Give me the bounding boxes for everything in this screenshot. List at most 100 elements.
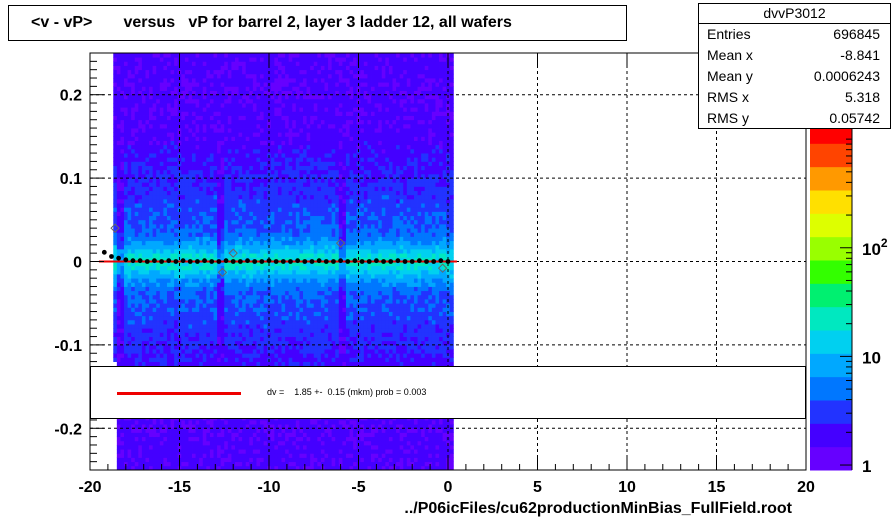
heatmap-cell xyxy=(159,461,164,467)
heatmap-cell xyxy=(285,86,290,91)
heatmap-cell xyxy=(220,248,225,254)
heatmap-cell xyxy=(224,349,229,354)
heatmap-cell xyxy=(152,248,157,254)
heatmap-cell xyxy=(199,115,204,121)
heatmap-cell xyxy=(213,211,218,217)
heatmap-cell xyxy=(152,148,157,154)
heatmap-cell xyxy=(174,223,179,229)
heatmap-cell xyxy=(149,453,154,458)
heatmap-cell xyxy=(202,436,207,442)
heatmap-cell xyxy=(166,107,171,112)
heatmap-cell xyxy=(156,223,161,229)
heatmap-cell xyxy=(181,265,186,271)
heatmap-cell xyxy=(206,240,211,246)
heatmap-cell xyxy=(256,190,261,196)
heatmap-cell xyxy=(245,465,250,471)
heatmap-cell xyxy=(217,178,222,183)
heatmap-cell xyxy=(177,169,182,175)
heatmap-cell xyxy=(188,461,193,467)
heatmap-cell xyxy=(149,219,154,225)
heatmap-cell xyxy=(245,290,250,296)
heatmap-cell xyxy=(116,207,121,212)
heatmap-cell xyxy=(138,103,143,108)
heatmap-cell xyxy=(152,436,157,442)
heatmap-cell xyxy=(242,344,247,350)
heatmap-cell xyxy=(252,344,257,350)
heatmap-cell xyxy=(274,86,279,91)
heatmap-cell xyxy=(116,169,121,175)
heatmap-cell xyxy=(174,153,179,158)
heatmap-cell xyxy=(238,178,243,183)
heatmap-cell xyxy=(234,73,239,79)
heatmap-cell xyxy=(188,111,193,116)
heatmap-cell xyxy=(124,161,128,166)
heatmap-cell xyxy=(263,328,268,333)
heatmap-cell xyxy=(170,257,175,262)
heatmap-cell xyxy=(288,236,293,242)
heatmap-cell xyxy=(156,228,161,233)
heatmap-cell xyxy=(177,349,182,354)
heatmap-cell xyxy=(231,119,236,125)
heatmap-cell xyxy=(184,286,189,292)
heatmap-cell xyxy=(195,65,200,71)
heatmap-cell xyxy=(141,353,146,358)
heatmap-cell xyxy=(156,428,161,433)
heatmap-cell xyxy=(217,428,222,433)
heatmap-cell xyxy=(120,136,125,141)
heatmap-cell xyxy=(199,461,204,467)
heatmap-cell xyxy=(260,219,265,225)
heatmap-cell xyxy=(274,228,279,233)
heatmap-cell xyxy=(141,278,146,283)
heatmap-cell xyxy=(166,219,171,225)
heatmap-cell xyxy=(192,165,197,171)
heatmap-cell xyxy=(249,219,254,225)
heatmap-cell xyxy=(277,332,282,337)
heatmap-cell xyxy=(231,294,236,300)
heatmap-cell xyxy=(267,265,272,271)
heatmap-cell xyxy=(195,440,200,446)
heatmap-cell xyxy=(202,65,207,71)
heatmap-cell xyxy=(116,107,121,112)
heatmap-cell xyxy=(234,428,239,433)
heatmap-cell xyxy=(184,194,189,200)
heatmap-cell xyxy=(263,119,268,125)
heatmap-cell xyxy=(188,148,193,154)
heatmap-cell xyxy=(277,78,282,83)
heatmap-cell xyxy=(238,311,243,317)
heatmap-cell xyxy=(224,307,229,312)
heatmap-cell xyxy=(127,73,132,79)
heatmap-cell xyxy=(127,123,132,129)
heatmap-cell xyxy=(224,136,229,141)
heatmap-cell xyxy=(120,324,125,329)
heatmap-cell xyxy=(166,111,171,116)
heatmap-cell xyxy=(277,424,282,429)
heatmap-cell xyxy=(256,261,261,267)
heatmap-cell xyxy=(270,173,275,179)
heatmap-cell xyxy=(159,78,164,83)
heatmap-cell xyxy=(195,294,200,300)
heatmap-cell xyxy=(206,178,211,183)
heatmap-cell xyxy=(231,428,236,433)
heatmap-cell xyxy=(181,261,186,267)
heatmap-cell xyxy=(195,123,200,129)
heatmap-cell xyxy=(281,165,286,171)
heatmap-cell xyxy=(181,169,186,175)
heatmap-cell xyxy=(120,269,125,275)
heatmap-cell xyxy=(152,299,157,304)
heatmap-cell xyxy=(116,178,121,183)
heatmap-cell xyxy=(131,186,136,192)
heatmap-cell xyxy=(288,203,293,208)
heatmap-cell xyxy=(163,315,168,321)
heatmap-cell xyxy=(141,219,146,225)
heatmap-cell xyxy=(238,336,243,342)
heatmap-cell xyxy=(217,244,222,250)
heatmap-cell xyxy=(174,324,179,329)
heatmap-cell xyxy=(156,261,161,267)
heatmap-cell xyxy=(277,165,282,171)
heatmap-cell xyxy=(213,136,218,141)
heatmap-cell xyxy=(120,311,125,317)
heatmap-cell xyxy=(220,294,225,300)
heatmap-cell xyxy=(145,86,150,91)
heatmap-cell xyxy=(263,186,268,192)
heatmap-cell xyxy=(149,290,154,296)
